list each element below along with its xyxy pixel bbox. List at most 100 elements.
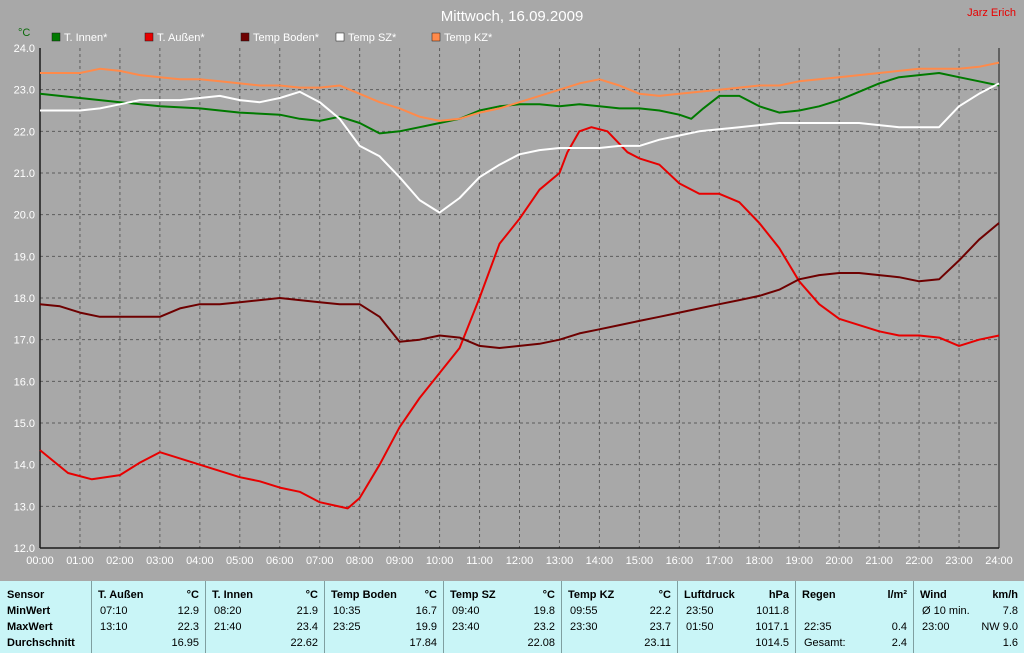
- stats-sensor-name: Wind: [920, 589, 947, 601]
- stats-max-value: 0.4: [891, 621, 907, 633]
- stats-sensor-name: Temp SZ: [450, 589, 496, 601]
- x-tick-label: 23:00: [945, 555, 973, 567]
- x-tick-label: 11:00: [466, 555, 493, 567]
- stats-max-time: 23:00: [922, 621, 950, 633]
- y-tick-label: 12.0: [14, 543, 35, 555]
- y-tick-label: 17.0: [14, 335, 35, 347]
- statistics-table: Sensor MinWert MaxWert Durchschnitt T. Außen…: [0, 581, 1024, 653]
- stats-average: 1.6: [1002, 637, 1018, 649]
- y-tick-label: 15.0: [14, 418, 35, 430]
- stats-unit: km/h: [992, 589, 1018, 601]
- author-label: Jarz Erich: [967, 7, 1016, 19]
- legend-label: Temp KZ*: [444, 32, 493, 44]
- legend-swatch: [431, 32, 441, 42]
- x-tick-label: 01:00: [66, 555, 94, 567]
- x-tick-label: 08:00: [346, 555, 374, 567]
- stats-average: 22.62: [290, 637, 318, 649]
- x-tick-label: 07:00: [306, 555, 334, 567]
- stats-column: Temp KZ °C 09:55 22.2 23:30 23.7 23.11: [562, 581, 678, 653]
- stats-min-value: 16.7: [415, 605, 437, 617]
- temperature-chart: Mittwoch, 16.09.2009 Jarz Erich °C T. In…: [14, 7, 1016, 567]
- stats-min-time: 08:20: [214, 605, 242, 617]
- x-tick-label: 03:00: [146, 555, 174, 567]
- stats-max-time: 13:10: [100, 621, 128, 633]
- stats-max-value: 19.9: [415, 621, 437, 633]
- x-tick-label: 09:00: [386, 555, 414, 567]
- stats-unit: °C: [305, 589, 318, 601]
- stats-average: 17.84: [409, 637, 437, 649]
- stats-min-time: 07:10: [100, 605, 128, 617]
- series-line: [40, 82, 1000, 214]
- stats-min-time: 10:35: [333, 605, 361, 617]
- y-tick-label: 20.0: [14, 210, 35, 222]
- stats-unit: l/m²: [887, 589, 907, 601]
- stats-sensor-name: Temp KZ: [568, 589, 615, 601]
- stats-average: 1014.5: [755, 637, 789, 649]
- stats-max-time: 23:25: [333, 621, 361, 633]
- series-line: [39, 126, 1000, 510]
- x-tick-label: 24:00: [985, 555, 1013, 567]
- stats-sensor-name: Temp Boden: [331, 589, 397, 601]
- x-tick-label: 10:00: [426, 555, 454, 567]
- stats-column: Wind km/h Ø 10 min. 7.8 23:00 NW 9.0 1.6: [914, 581, 1024, 653]
- legend-swatch: [240, 32, 250, 42]
- stats-max-value: 23.4: [296, 621, 318, 633]
- x-tick-label: 02:00: [106, 555, 134, 567]
- stats-sensor-name: Regen: [802, 589, 836, 601]
- stats-row-label: Sensor: [7, 589, 45, 601]
- stats-sensor-name: Luftdruck: [684, 589, 735, 601]
- stats-max-value: 1017.1: [755, 621, 789, 633]
- stats-row-label: MaxWert: [7, 621, 53, 633]
- x-tick-label: 14:00: [586, 555, 614, 567]
- stats-column: T. Innen °C 08:20 21.9 21:40 23.4 22.62: [206, 581, 325, 653]
- stats-unit: °C: [424, 589, 437, 601]
- legend-label: Temp Boden*: [253, 32, 320, 44]
- stats-min-value: 21.9: [296, 605, 318, 617]
- stats-row-label: MinWert: [7, 605, 51, 617]
- stats-column: Regen l/m² 22:35 0.4 Gesamt: 2.4: [796, 581, 914, 653]
- x-tick-label: 21:00: [865, 555, 893, 567]
- x-tick-label: 04:00: [186, 555, 214, 567]
- y-tick-label: 16.0: [14, 376, 35, 388]
- y-tick-label: 19.0: [14, 251, 35, 263]
- y-tick-label: 18.0: [14, 293, 35, 305]
- stats-unit: °C: [186, 589, 199, 601]
- stats-max-time: 21:40: [214, 621, 242, 633]
- stats-column: Temp Boden °C 10:35 16.7 23:25 19.9 17.84: [325, 581, 444, 653]
- stats-max-time: 23:30: [570, 621, 598, 633]
- legend-swatch: [335, 32, 345, 42]
- y-unit-label: °C: [18, 27, 30, 39]
- stats-min-time: 09:40: [452, 605, 480, 617]
- x-tick-label: 19:00: [785, 555, 813, 567]
- stats-unit: hPa: [768, 589, 789, 601]
- stats-max-value: 23.2: [533, 621, 555, 633]
- stats-unit: °C: [658, 589, 671, 601]
- series-line: [39, 222, 1000, 349]
- stats-min-value: 1011.8: [756, 605, 789, 617]
- legend-label: T. Außen*: [157, 32, 205, 44]
- stats-row-label: Durchschnitt: [7, 637, 75, 649]
- stats-sensor-name: T. Innen: [212, 589, 253, 601]
- stats-min-time: 09:55: [570, 605, 598, 617]
- stats-sensor-name: T. Außen: [98, 589, 144, 601]
- stats-average: 22.08: [527, 637, 555, 649]
- x-tick-label: 22:00: [905, 555, 933, 567]
- stats-max-value: 23.7: [649, 621, 671, 633]
- y-tick-label: 21.0: [14, 168, 35, 180]
- x-tick-label: 16:00: [666, 555, 694, 567]
- legend: T. Innen* T. Außen* Temp Boden* Temp SZ* Tem…: [51, 32, 493, 44]
- stats-max-value: 22.3: [177, 621, 199, 633]
- x-tick-label: 20:00: [825, 555, 853, 567]
- grid: [40, 48, 999, 548]
- axes: 12.0 13.0 14.0 15.0 16.0 17.0 18.0 19.0 20.0 21.0…: [14, 43, 1013, 567]
- x-tick-label: 06:00: [266, 555, 294, 567]
- stats-min-time: Ø 10 min.: [922, 605, 970, 617]
- stats-row-labels: Sensor MinWert MaxWert Durchschnitt: [0, 581, 92, 653]
- x-tick-label: 18:00: [745, 555, 773, 567]
- y-tick-label: 13.0: [14, 501, 35, 513]
- stats-min-time: 23:50: [686, 605, 714, 617]
- legend-swatch: [51, 32, 61, 42]
- series-line: [39, 72, 1000, 135]
- x-tick-label: 05:00: [226, 555, 254, 567]
- y-tick-label: 14.0: [14, 460, 35, 472]
